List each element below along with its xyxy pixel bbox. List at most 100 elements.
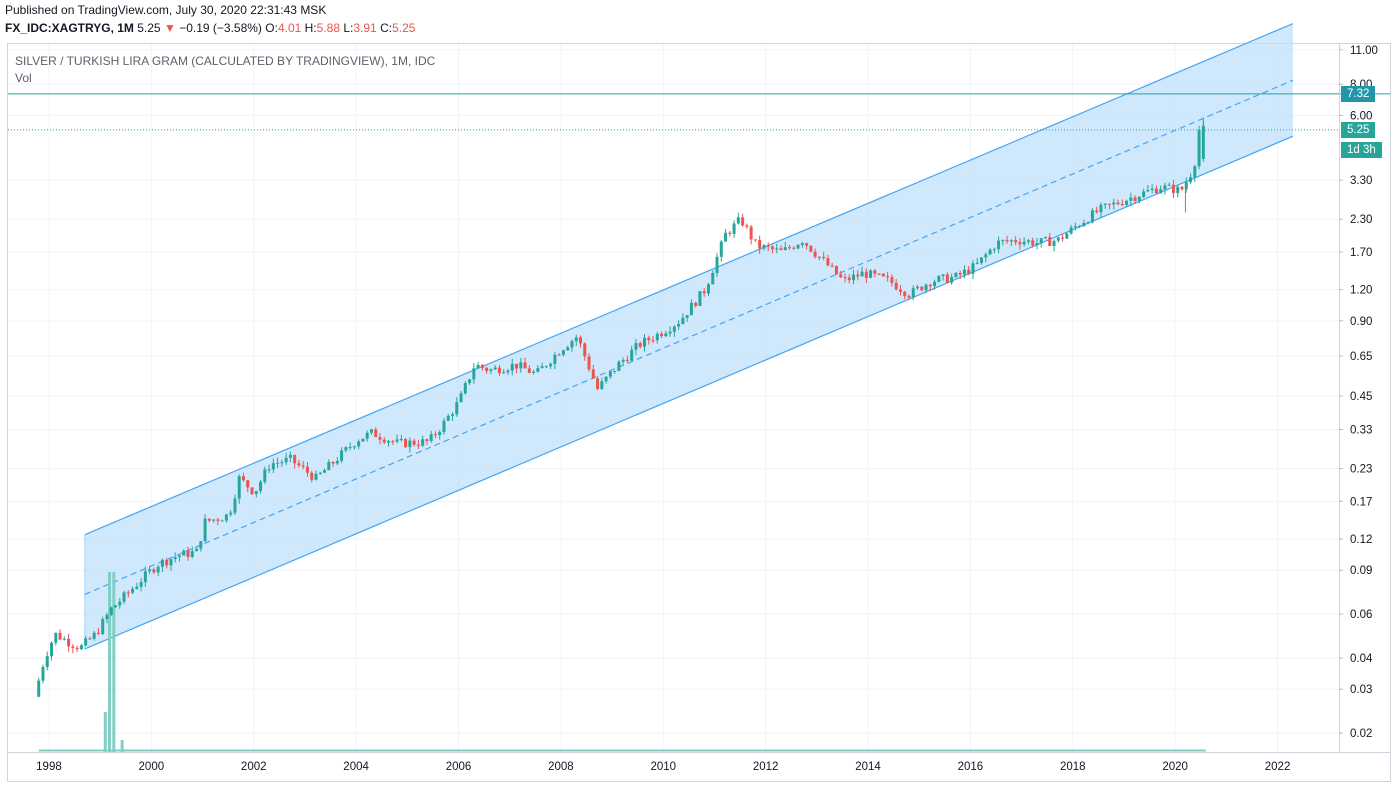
candle-body[interactable] <box>642 337 646 347</box>
candle-body[interactable] <box>877 273 881 275</box>
candle-body[interactable] <box>886 276 890 278</box>
candle-body[interactable] <box>1044 237 1047 239</box>
candle-body[interactable] <box>805 243 809 246</box>
candle-body[interactable] <box>259 481 263 491</box>
candle-body[interactable] <box>898 289 902 292</box>
candle-body[interactable] <box>485 367 489 371</box>
candle-body[interactable] <box>327 462 331 471</box>
candle-body[interactable] <box>830 265 834 267</box>
candle-body[interactable] <box>604 376 608 382</box>
candle-body[interactable] <box>314 473 318 480</box>
candle-body[interactable] <box>101 619 105 634</box>
candle-body[interactable] <box>71 646 75 648</box>
candle-body[interactable] <box>442 420 446 433</box>
candle-body[interactable] <box>344 447 348 451</box>
candle-body[interactable] <box>404 439 408 448</box>
candle-body[interactable] <box>186 550 190 557</box>
candle-body[interactable] <box>527 368 531 373</box>
candle-body[interactable] <box>668 331 672 334</box>
candle-body[interactable] <box>1082 222 1086 227</box>
candle-body[interactable] <box>382 439 386 443</box>
candle-body[interactable] <box>706 284 710 294</box>
candle-body[interactable] <box>660 333 664 337</box>
candle-body[interactable] <box>237 476 241 499</box>
candle-body[interactable] <box>224 514 228 521</box>
candle-body[interactable] <box>148 569 152 572</box>
candle-body[interactable] <box>1193 166 1197 178</box>
candle-body[interactable] <box>425 439 429 441</box>
candle-body[interactable] <box>510 363 514 371</box>
candle-body[interactable] <box>826 257 830 266</box>
candle-body[interactable] <box>681 317 685 324</box>
candle-body[interactable] <box>1039 238 1043 243</box>
candle-body[interactable] <box>96 632 100 634</box>
candle-body[interactable] <box>459 393 463 403</box>
candle-body[interactable] <box>357 441 361 447</box>
candle-body[interactable] <box>958 272 962 275</box>
candle-body[interactable] <box>1078 226 1082 228</box>
candle-body[interactable] <box>988 249 992 255</box>
candle-body[interactable] <box>1014 240 1018 243</box>
candle-body[interactable] <box>1167 184 1171 186</box>
candle-body[interactable] <box>169 559 173 566</box>
candle-body[interactable] <box>114 605 117 608</box>
candle-body[interactable] <box>207 518 211 521</box>
candle-body[interactable] <box>118 601 122 606</box>
candle-body[interactable] <box>472 368 476 380</box>
candle-body[interactable] <box>1125 200 1129 205</box>
candle-body[interactable] <box>305 466 309 473</box>
candle-body[interactable] <box>809 245 813 252</box>
candle-body[interactable] <box>1052 240 1056 246</box>
candle-body[interactable] <box>549 363 553 367</box>
candle-body[interactable] <box>365 432 369 439</box>
candle-body[interactable] <box>869 270 873 278</box>
candle-body[interactable] <box>519 362 523 369</box>
candle-body[interactable] <box>220 520 224 522</box>
candle-body[interactable] <box>378 436 382 440</box>
candle-body[interactable] <box>301 465 305 467</box>
candle-body[interactable] <box>433 434 437 436</box>
candle-body[interactable] <box>608 371 612 377</box>
candle-body[interactable] <box>139 582 143 587</box>
candle-body[interactable] <box>792 247 796 249</box>
candle-body[interactable] <box>916 286 920 289</box>
candle-body[interactable] <box>591 369 595 379</box>
candle-body[interactable] <box>254 490 258 495</box>
candle-body[interactable] <box>229 512 233 515</box>
candle-body[interactable] <box>1056 237 1060 241</box>
candle-body[interactable] <box>421 439 425 446</box>
candle-body[interactable] <box>156 566 160 573</box>
candle-body[interactable] <box>416 444 420 446</box>
candle-body[interactable] <box>143 571 147 583</box>
candle-body[interactable] <box>1069 227 1073 234</box>
candle-body[interactable] <box>250 487 254 495</box>
candle-body[interactable] <box>37 680 41 697</box>
candle-body[interactable] <box>984 254 988 258</box>
candle-body[interactable] <box>399 439 403 441</box>
channel-lower-line[interactable] <box>84 135 1294 650</box>
candle-body[interactable] <box>839 274 843 278</box>
candle-body[interactable] <box>719 241 723 257</box>
candle-body[interactable] <box>770 246 774 250</box>
candle-body[interactable] <box>600 381 604 389</box>
candle-body[interactable] <box>331 462 335 464</box>
candle-body[interactable] <box>860 271 864 277</box>
candle-body[interactable] <box>92 632 96 639</box>
candle-body[interactable] <box>890 277 894 283</box>
candle-body[interactable] <box>41 667 45 681</box>
candle-body[interactable] <box>408 440 412 448</box>
candle-body[interactable] <box>58 632 62 640</box>
candle-body[interactable] <box>621 359 625 362</box>
candle-body[interactable] <box>574 337 578 342</box>
candle-body[interactable] <box>715 256 719 273</box>
candle-body[interactable] <box>1201 129 1205 160</box>
candle-body[interactable] <box>361 438 365 442</box>
candle-body[interactable] <box>1035 242 1039 246</box>
candle-body[interactable] <box>1086 222 1090 224</box>
candle-body[interactable] <box>75 647 79 650</box>
candle-body[interactable] <box>340 450 344 461</box>
candle-body[interactable] <box>1107 203 1111 205</box>
candle-body[interactable] <box>1005 240 1009 242</box>
candle-body[interactable] <box>369 429 373 433</box>
candle-body[interactable] <box>1022 241 1026 245</box>
